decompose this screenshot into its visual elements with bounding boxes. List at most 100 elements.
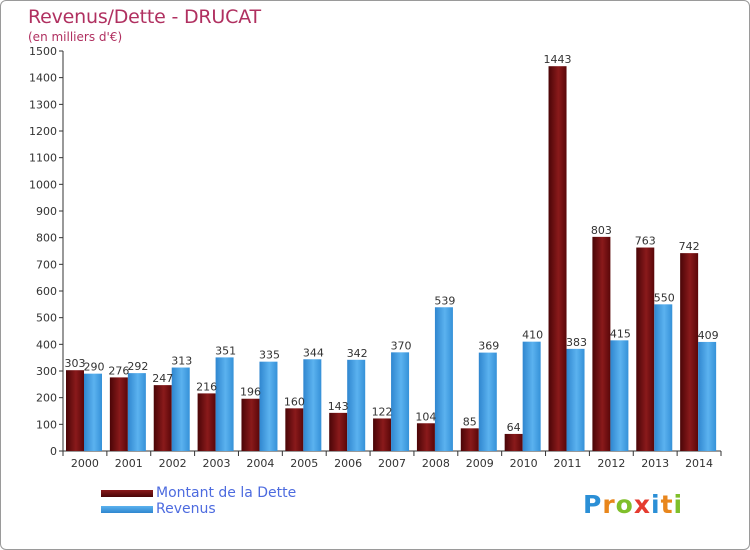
x-tick-label: 2011	[553, 457, 581, 470]
chart-subtitle: (en milliers d'€)	[28, 30, 123, 44]
x-tick-label: 2000	[71, 457, 99, 470]
bar-revenus	[522, 341, 541, 451]
y-tick-label: 800	[36, 232, 57, 245]
data-label-revenus: 410	[522, 329, 543, 342]
bar-dette	[285, 408, 304, 451]
y-tick-label: 1300	[29, 98, 57, 111]
y-tick-label: 1200	[29, 125, 57, 138]
data-label-dette: 763	[635, 235, 656, 248]
bar-revenus	[391, 352, 410, 451]
data-label-dette: 1443	[544, 53, 572, 66]
bar-dette	[329, 412, 348, 451]
data-label-dette: 160	[284, 395, 305, 408]
bar-revenus	[259, 361, 278, 451]
data-label-revenus: 539	[434, 294, 455, 307]
x-tick-label: 2012	[597, 457, 625, 470]
bar-dette	[416, 423, 435, 451]
x-tick-label: 2005	[290, 457, 318, 470]
data-label-revenus: 344	[303, 346, 324, 359]
data-label-dette: 247	[152, 372, 173, 385]
bar-dette	[197, 393, 216, 451]
x-tick-label: 2004	[246, 457, 274, 470]
bar-dette	[636, 247, 655, 451]
bar-revenus	[434, 307, 453, 451]
data-label-dette: 122	[372, 405, 393, 418]
data-label-dette: 216	[196, 380, 217, 393]
bar-revenus	[654, 304, 673, 451]
data-label-revenus: 313	[171, 355, 192, 368]
y-tick-label: 900	[36, 205, 57, 218]
logo-letter: t	[660, 490, 674, 519]
bar-revenus	[478, 352, 497, 451]
x-tick-label: 2008	[422, 457, 450, 470]
bar-dette	[460, 428, 479, 451]
y-tick-label: 1400	[29, 72, 57, 85]
bar-dette	[241, 398, 260, 451]
chart-data-labels: 303 276 247 216 196 160 143 122 104 85 64 1443 803 76…	[65, 53, 719, 434]
chart-title: Revenus/Dette - DRUCAT	[28, 6, 261, 28]
logo-letter: x	[633, 490, 651, 519]
bar-revenus	[215, 357, 234, 451]
data-label-dette: 803	[591, 224, 612, 237]
bar-dette	[66, 370, 84, 451]
logo-letter: r	[602, 490, 616, 519]
bar-revenus	[698, 341, 717, 451]
x-tick-label: 2009	[466, 457, 494, 470]
x-tick-label: 2007	[378, 457, 406, 470]
y-tick-label: 1000	[29, 178, 57, 191]
bar-dette	[592, 236, 611, 451]
data-label-revenus: 290	[84, 361, 105, 374]
logo-letter: o	[615, 490, 634, 519]
y-tick-label: 200	[36, 392, 57, 405]
x-tick-label: 2001	[115, 457, 143, 470]
y-tick-label: 1100	[29, 152, 57, 165]
legend-label-dette: Montant de la Dette	[156, 485, 297, 501]
x-tick-label: 2002	[159, 457, 187, 470]
logo-letter: i	[673, 490, 684, 519]
data-label-revenus: 342	[347, 347, 368, 360]
y-tick-label: 500	[36, 312, 57, 325]
y-tick-label: 300	[36, 365, 57, 378]
data-label-revenus: 550	[654, 291, 675, 304]
legend-label-revenus: Revenus	[156, 501, 216, 517]
data-label-revenus: 335	[259, 349, 280, 362]
bar-dette	[548, 66, 567, 451]
data-label-revenus: 292	[127, 360, 148, 373]
data-label-dette: 742	[679, 240, 700, 253]
bar-revenus	[127, 373, 146, 451]
data-label-dette: 64	[507, 421, 521, 434]
bar-dette	[680, 253, 699, 451]
legend-swatch-revenus	[101, 506, 153, 513]
y-tick-label: 0	[50, 445, 57, 458]
bar-revenus	[347, 359, 366, 451]
data-label-revenus: 370	[391, 339, 412, 352]
y-tick-label: 400	[36, 338, 57, 351]
y-tick-label: 100	[36, 418, 57, 431]
data-label-revenus: 409	[698, 329, 719, 342]
logo-letter: P	[583, 490, 603, 519]
x-tick-label: 2003	[203, 457, 231, 470]
bar-revenus	[303, 359, 322, 451]
bar-revenus	[566, 348, 585, 451]
data-label-dette: 85	[463, 415, 477, 428]
bar-revenus	[171, 367, 190, 451]
bar-revenus	[610, 340, 629, 451]
chart-bars	[66, 66, 717, 451]
data-label-dette: 276	[108, 364, 129, 377]
bar-revenus	[84, 373, 102, 451]
data-label-revenus: 383	[566, 336, 587, 349]
logo-letter: i	[651, 490, 661, 519]
x-tick-label: 2010	[510, 457, 538, 470]
data-label-dette: 143	[328, 400, 349, 413]
data-label-dette: 104	[415, 410, 436, 423]
data-label-revenus: 415	[610, 327, 631, 340]
data-label-dette: 196	[240, 386, 261, 399]
x-tick-label: 2013	[641, 457, 669, 470]
proxiti-logo: Proxiti	[583, 490, 683, 519]
bar-dette	[504, 433, 523, 451]
y-tick-label: 600	[36, 285, 57, 298]
bar-dette	[109, 377, 128, 451]
legend-swatch-dette	[101, 490, 153, 497]
